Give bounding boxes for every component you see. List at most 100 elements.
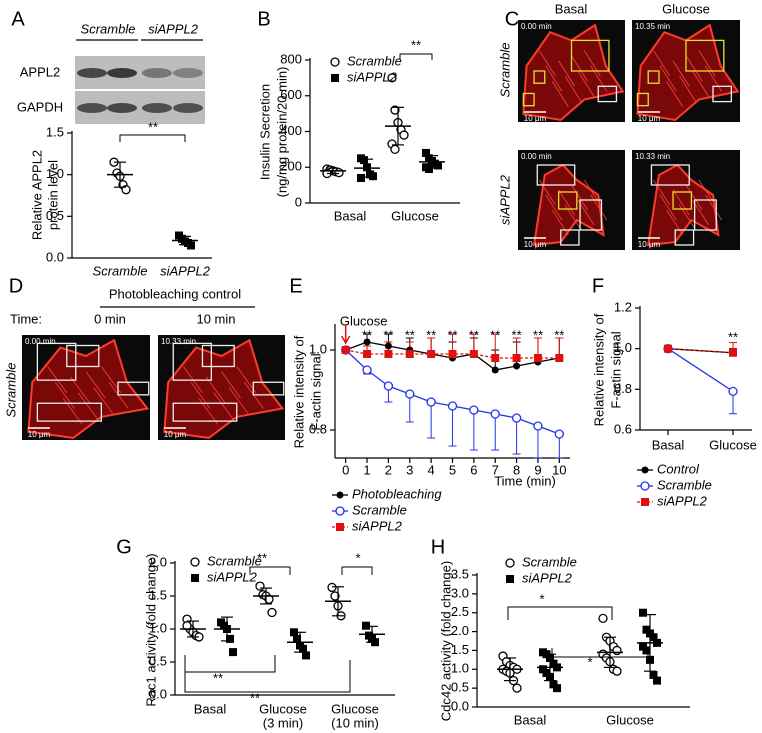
fiber <box>685 55 703 82</box>
point <box>728 386 738 397</box>
roi-box <box>636 92 649 107</box>
significance-label: ** <box>490 327 500 342</box>
roi-box <box>712 85 733 103</box>
point <box>512 683 522 693</box>
point <box>469 405 479 415</box>
fiber <box>653 50 671 77</box>
point <box>363 338 371 346</box>
roi-box <box>560 229 580 246</box>
y-axis-label: Relative intensity of <box>591 313 606 426</box>
x-tick-label: Glucose <box>391 208 439 223</box>
timestamp: 10.33 min <box>161 337 196 346</box>
y-axis-label: F-actin signal <box>308 353 323 430</box>
roi-box <box>693 199 717 231</box>
significance-label: ** <box>469 327 479 342</box>
legend-label: siAPPL2 <box>207 569 258 584</box>
point <box>341 346 350 354</box>
x-tick-label: 0 <box>342 462 349 477</box>
x-axis-label: Time (min) <box>494 473 556 488</box>
blot-band <box>173 103 203 113</box>
legend-marker <box>336 491 344 499</box>
y-tick-label: 1.5 <box>46 124 64 139</box>
legend-marker <box>640 481 650 491</box>
significance-bracket <box>119 134 186 142</box>
fiber <box>590 65 608 92</box>
fiber <box>590 194 608 221</box>
y-tick-label: 3.5 <box>451 566 469 581</box>
y-tick-label: 400 <box>280 123 302 138</box>
significance-label: * <box>539 591 544 606</box>
point <box>729 348 737 357</box>
x-tick-label: Glucose <box>709 437 757 452</box>
lane-label: siAPPL2 <box>148 21 199 36</box>
point <box>299 644 307 653</box>
roi-box <box>36 402 103 422</box>
x-tick-label: 4 <box>428 462 435 477</box>
point <box>384 350 393 358</box>
fiber <box>213 392 234 420</box>
fiber <box>698 50 716 77</box>
x-tick-label: siAPPL2 <box>160 263 211 278</box>
point <box>612 666 622 676</box>
fiber <box>77 392 98 420</box>
y-axis-label: Cdc42 activity (fold change) <box>438 561 453 721</box>
y-tick-label: 2.0 <box>451 623 469 638</box>
fiber <box>545 65 563 92</box>
y-tick-label: 0.8 <box>309 421 327 436</box>
roi-box <box>66 344 100 368</box>
lane-label: Scramble <box>81 21 136 36</box>
y-tick-label: 1.0 <box>46 166 64 181</box>
significance-bracket <box>184 660 351 693</box>
row-label: Scramble <box>3 363 18 418</box>
y-tick-label: 600 <box>280 87 302 102</box>
cell <box>163 338 285 439</box>
point <box>533 354 542 362</box>
row-label: Scramble <box>497 43 512 98</box>
fiber <box>672 60 690 87</box>
point <box>229 648 237 657</box>
x-tick-label: Glucose <box>331 701 379 716</box>
fiber <box>672 189 690 216</box>
fiber <box>228 387 249 415</box>
point <box>555 354 564 362</box>
point <box>360 156 368 165</box>
legend-marker <box>335 506 345 516</box>
y-tick-label: 0.0 <box>149 686 167 701</box>
roi-box <box>558 191 578 210</box>
y-axis-label: Relative intensity of <box>291 335 306 448</box>
x-tick-label: Glucose <box>606 712 654 727</box>
blot-band <box>142 68 172 78</box>
significance-label: ** <box>512 327 522 342</box>
series-line <box>667 348 734 354</box>
legend-marker <box>330 57 340 67</box>
blot-band <box>107 103 137 113</box>
blot-row-label: APPL2 <box>20 64 60 79</box>
y-tick-label: 800 <box>280 51 302 66</box>
y-tick-label: 0.8 <box>614 381 632 396</box>
point <box>327 582 337 593</box>
roi-box <box>647 70 660 84</box>
point <box>362 621 370 630</box>
y-tick-label: 1.5 <box>149 587 167 602</box>
y-tick-label: 200 <box>280 159 302 174</box>
legend-marker <box>336 523 344 531</box>
legend-label: Scramble <box>207 553 262 568</box>
y-axis-label: F-actin signal <box>608 331 623 408</box>
fiber <box>679 75 697 102</box>
x-tick-label: Scramble <box>93 263 148 278</box>
significance-label: ** <box>250 690 260 705</box>
legend-label: siAPPL2 <box>522 570 573 585</box>
point <box>362 365 372 375</box>
significance-label: ** <box>554 327 564 342</box>
fiber <box>705 194 723 221</box>
point <box>612 645 622 656</box>
fiber <box>564 75 582 102</box>
roi-box <box>172 402 238 422</box>
significance-bracket <box>249 566 291 575</box>
x-tick-label: 3 <box>406 462 413 477</box>
roi-box <box>522 92 535 107</box>
column-label: Glucose <box>662 1 710 16</box>
y-tick-label: 0.5 <box>149 653 167 668</box>
significance-label: ** <box>405 327 415 342</box>
